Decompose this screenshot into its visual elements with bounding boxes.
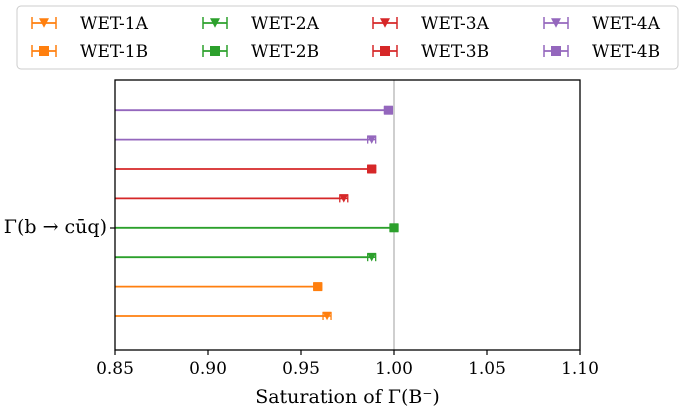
legend: WET-1A WET-1B WET-2A WET-2B WET-3A WET-3B WET-… bbox=[16, 5, 679, 70]
x-tick-label: 1.10 bbox=[561, 359, 599, 379]
x-tick-label: 0.85 bbox=[96, 359, 134, 379]
legend-label: WET-1B bbox=[80, 42, 148, 62]
data-point-wet-1b bbox=[313, 282, 323, 292]
legend-label: WET-4B bbox=[592, 42, 660, 62]
plot-frame bbox=[114, 79, 581, 351]
y-category-label: Γ(b → cūq) bbox=[4, 216, 107, 238]
data-point-wet-4a bbox=[367, 135, 377, 144]
x-axis-label: Saturation of Γ(B⁻) bbox=[255, 386, 440, 408]
legend-marker bbox=[210, 46, 220, 56]
legend-item-wet-3a: WET-3A bbox=[372, 14, 490, 34]
data-point-wet-3b bbox=[367, 164, 377, 174]
legend-label: WET-2A bbox=[251, 14, 320, 34]
legend-item-wet-3b: WET-3B bbox=[372, 42, 489, 62]
x-tick-label: 1.05 bbox=[468, 359, 506, 379]
legend-label: WET-3A bbox=[421, 14, 490, 34]
data-marks bbox=[115, 105, 399, 321]
legend-item-wet-4a: WET-4A bbox=[543, 14, 661, 34]
data-point-wet-3a bbox=[339, 194, 349, 203]
legend-item-wet-1a: WET-1A bbox=[31, 14, 149, 34]
legend-label: WET-1A bbox=[80, 14, 149, 34]
x-tick-label: 0.95 bbox=[282, 359, 320, 379]
legend-marker bbox=[551, 46, 561, 56]
x-axis-ticks: 0.85 0.90 0.95 1.00 1.05 1.10 bbox=[96, 350, 599, 379]
plot-area: Γ(b → cūq) 0.85 0.90 0.95 1.00 1.05 1.10 Satu… bbox=[4, 79, 599, 408]
legend-marker bbox=[39, 46, 49, 56]
legend-label: WET-2B bbox=[251, 42, 319, 62]
legend-marker bbox=[380, 18, 390, 28]
data-point-wet-2a bbox=[367, 252, 377, 262]
legend-item-wet-2a: WET-2A bbox=[202, 14, 320, 34]
legend-marker bbox=[380, 46, 390, 56]
legend-item-wet-4b: WET-4B bbox=[543, 42, 660, 62]
legend-marker bbox=[551, 18, 561, 28]
legend-item-wet-2b: WET-2B bbox=[202, 42, 319, 62]
data-point-wet-1a bbox=[322, 311, 332, 321]
legend-item-wet-1b: WET-1B bbox=[31, 42, 148, 62]
data-point-wet-2b bbox=[389, 223, 399, 233]
x-tick-label: 0.90 bbox=[189, 359, 227, 379]
legend-label: WET-3B bbox=[421, 42, 489, 62]
x-tick-label: 1.00 bbox=[375, 359, 413, 379]
data-point-wet-4b bbox=[383, 105, 393, 115]
legend-label: WET-4A bbox=[592, 14, 661, 34]
legend-marker bbox=[39, 18, 49, 28]
legend-marker bbox=[210, 18, 220, 28]
legend-frame bbox=[16, 5, 679, 70]
